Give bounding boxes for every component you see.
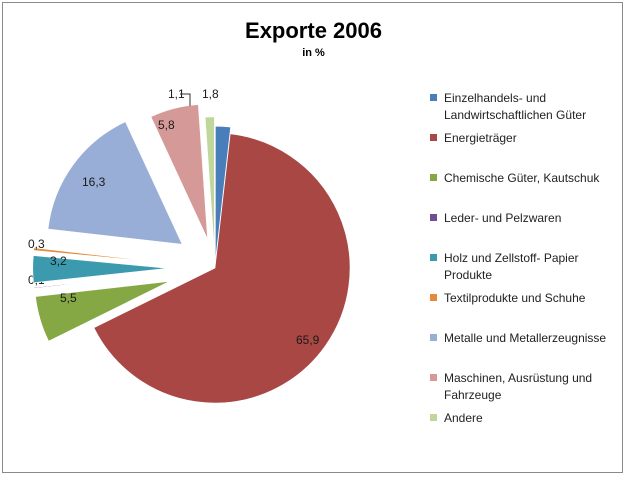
pie-slice — [32, 255, 168, 284]
legend-label: Leder- und Pelzwaren — [444, 211, 562, 225]
legend-swatch — [430, 254, 437, 261]
legend-label: Energieträger — [444, 131, 517, 145]
slice-data-label: 5,8 — [158, 118, 175, 132]
legend-swatch — [430, 134, 437, 141]
slice-data-label: 1,1 — [168, 87, 185, 101]
chart-title: Exporte 2006 — [245, 18, 382, 43]
slice-data-label: 0,3 — [28, 237, 45, 251]
slice-data-label: 65,9 — [296, 333, 320, 347]
legend-label: Chemische Güter, Kautschuk — [444, 171, 600, 185]
pie-slice — [33, 272, 169, 289]
slice-data-label: 1,8 — [202, 87, 219, 101]
legend-swatch — [430, 374, 437, 381]
pie-slice — [204, 116, 215, 252]
pie-slice — [215, 125, 231, 262]
legend-label: Metalle und Metallerzeugnisse — [444, 331, 607, 345]
legend-swatch — [430, 214, 437, 221]
legend-swatch — [430, 94, 437, 101]
pie-slice — [93, 133, 351, 404]
slice-data-label: 5,5 — [60, 291, 77, 305]
pie-slice — [33, 247, 169, 264]
legend-label: Einzelhandels- und Landwirtschaftlichen … — [444, 91, 587, 122]
legend-swatch — [430, 174, 437, 181]
legend-label: Holz und Zellstoff- Papier Produkte — [444, 251, 579, 282]
legend-swatch — [430, 414, 437, 421]
slice-data-label: 3,2 — [50, 254, 67, 268]
legend-swatch — [430, 334, 437, 341]
pie-slice — [150, 104, 208, 240]
slice-data-label: 16,3 — [82, 175, 106, 189]
pie-slice — [47, 121, 183, 245]
label-leader-line — [180, 93, 191, 106]
chart-subtitle: in % — [302, 47, 325, 59]
pie-slice — [35, 281, 170, 342]
legend-label: Textilprodukte und Schuhe — [444, 291, 586, 305]
legend-swatch — [430, 294, 437, 301]
legend-label: Andere — [444, 411, 483, 425]
legend-label: Maschinen, Ausrüstung und Fahrzeuge — [444, 371, 593, 402]
